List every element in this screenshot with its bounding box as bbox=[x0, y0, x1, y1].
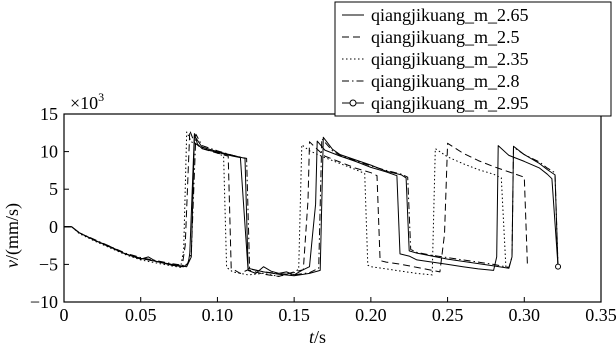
series-layer bbox=[64, 130, 562, 277]
legend-label: qiangjikuang_m_2.5 bbox=[371, 27, 519, 47]
series-1 bbox=[64, 133, 559, 276]
x-tick-label: 0.10 bbox=[202, 305, 234, 325]
x-axis-label: t/s bbox=[309, 327, 326, 347]
x-tick-label: 0 bbox=[60, 305, 69, 325]
legend-marker bbox=[349, 99, 357, 107]
series-line bbox=[64, 133, 559, 276]
x-tick-label: 0.30 bbox=[509, 305, 541, 325]
legend-label: qiangjikuang_m_2.95 bbox=[371, 93, 528, 113]
x-tick-label: 0.35 bbox=[585, 305, 616, 325]
y-tick-label: −10 bbox=[30, 292, 58, 312]
legend-box bbox=[334, 1, 612, 117]
y-tick-label: 5 bbox=[49, 179, 58, 199]
legend-item: qiangjikuang_m_2.8 bbox=[342, 71, 519, 91]
series-4 bbox=[64, 133, 559, 276]
x-tick-label: 0.25 bbox=[432, 305, 464, 325]
plot-area bbox=[63, 113, 602, 303]
legend-label: qiangjikuang_m_2.8 bbox=[371, 71, 519, 91]
series-5 bbox=[64, 135, 562, 277]
legend-label: qiangjikuang_m_2.35 bbox=[371, 49, 528, 69]
legend-item: qiangjikuang_m_2.95 bbox=[342, 93, 528, 113]
y-tick-label: −5 bbox=[39, 254, 58, 274]
y-tick-label: 10 bbox=[40, 142, 58, 162]
y-axis-label: v/(mm/s) bbox=[2, 203, 23, 268]
legend-item: qiangjikuang_m_2.35 bbox=[342, 49, 528, 69]
legend: qiangjikuang_m_2.65qiangjikuang_m_2.5qia… bbox=[334, 1, 612, 117]
x-tick-label: 0.15 bbox=[278, 305, 310, 325]
series-2 bbox=[64, 130, 528, 277]
series-line bbox=[64, 130, 528, 277]
series-end-marker bbox=[555, 263, 562, 270]
x-tick-label: 0.20 bbox=[355, 305, 387, 325]
ticks-layer: 0 0.05 0.10 0.15 0.20 0.25 0.30 0.35 15 10 5 0 −5 −10 bbox=[30, 104, 616, 325]
series-line bbox=[64, 135, 559, 277]
x-tick-label: 0.05 bbox=[125, 305, 157, 325]
legend-item: qiangjikuang_m_2.5 bbox=[342, 27, 519, 47]
series-line bbox=[64, 133, 559, 276]
plot-frame bbox=[63, 113, 602, 303]
legend-item: qiangjikuang_m_2.65 bbox=[342, 5, 528, 25]
legend-label: qiangjikuang_m_2.65 bbox=[371, 5, 528, 25]
y-tick-label: 0 bbox=[49, 217, 58, 237]
y-multiplier: ×103 bbox=[70, 90, 104, 113]
y-tick-label: 15 bbox=[40, 104, 58, 124]
